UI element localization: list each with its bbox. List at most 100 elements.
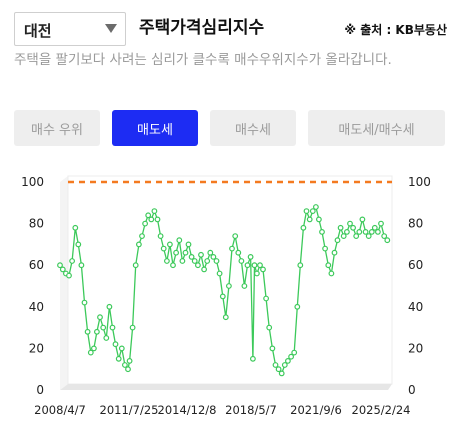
data-point[interactable] <box>204 258 211 264</box>
data-point[interactable] <box>249 355 256 362</box>
data-point[interactable] <box>253 270 260 277</box>
data-point[interactable] <box>151 208 158 214</box>
data-point[interactable] <box>251 262 258 269</box>
data-point[interactable] <box>106 303 113 310</box>
data-point[interactable] <box>154 216 161 223</box>
data-point[interactable] <box>300 224 307 231</box>
data-point[interactable] <box>166 241 173 248</box>
data-point[interactable] <box>216 270 223 277</box>
data-point[interactable] <box>288 353 295 360</box>
data-point[interactable] <box>229 245 235 252</box>
data-point[interactable] <box>69 258 75 264</box>
data-point[interactable] <box>198 251 204 258</box>
tab-buyer-advantage[interactable]: 매수 우위 <box>14 110 100 146</box>
data-point[interactable] <box>337 224 344 231</box>
data-point[interactable] <box>78 262 85 269</box>
data-point[interactable] <box>112 341 119 348</box>
data-point[interactable] <box>173 249 180 256</box>
data-point[interactable] <box>84 328 91 335</box>
data-point[interactable] <box>325 262 332 269</box>
data-point[interactable] <box>210 253 217 260</box>
data-point[interactable] <box>170 262 176 269</box>
data-point[interactable] <box>356 228 363 235</box>
data-point[interactable] <box>109 324 116 331</box>
data-point[interactable] <box>59 266 66 273</box>
data-point[interactable] <box>365 233 372 239</box>
data-point[interactable] <box>328 270 335 277</box>
data-point[interactable] <box>201 266 208 273</box>
data-point[interactable] <box>232 233 239 239</box>
data-point[interactable] <box>157 233 164 239</box>
data-point[interactable] <box>207 249 214 256</box>
data-point[interactable] <box>319 228 325 235</box>
data-point[interactable] <box>257 262 263 269</box>
data-point[interactable] <box>263 295 270 302</box>
data-point[interactable] <box>148 216 155 223</box>
data-point[interactable] <box>185 241 192 248</box>
data-point[interactable] <box>241 283 248 289</box>
data-point[interactable] <box>125 366 131 373</box>
data-point[interactable] <box>87 349 94 356</box>
data-point[interactable] <box>93 328 100 335</box>
data-point[interactable] <box>331 249 338 256</box>
region-select[interactable]: 대전 <box>14 12 126 46</box>
data-point[interactable] <box>57 262 63 269</box>
data-point[interactable] <box>115 355 122 362</box>
tab-buyer-trend[interactable]: 매수세 <box>210 110 296 146</box>
data-point[interactable] <box>359 216 366 223</box>
data-point[interactable] <box>135 241 142 248</box>
data-point[interactable] <box>163 258 170 264</box>
data-point[interactable] <box>368 228 375 235</box>
data-point[interactable] <box>247 253 254 260</box>
data-point[interactable] <box>235 249 242 256</box>
data-point[interactable] <box>272 362 279 368</box>
data-point[interactable] <box>350 224 357 231</box>
data-point[interactable] <box>139 233 145 239</box>
data-point[interactable] <box>188 253 195 260</box>
data-point[interactable] <box>266 324 273 331</box>
data-point[interactable] <box>285 357 291 364</box>
data-point[interactable] <box>362 228 369 235</box>
data-point[interactable] <box>97 314 103 321</box>
data-point[interactable] <box>182 249 189 256</box>
data-point[interactable] <box>375 228 381 235</box>
data-point[interactable] <box>219 293 226 300</box>
data-point[interactable] <box>129 324 136 331</box>
data-point[interactable] <box>384 237 391 244</box>
data-point[interactable] <box>344 228 350 235</box>
data-point[interactable] <box>334 237 341 244</box>
data-point[interactable] <box>121 362 128 368</box>
data-point[interactable] <box>340 233 347 239</box>
data-point[interactable] <box>275 366 282 373</box>
data-point[interactable] <box>142 220 149 227</box>
data-point[interactable] <box>381 233 388 239</box>
data-point[interactable] <box>194 262 201 269</box>
data-point[interactable] <box>353 233 360 239</box>
data-point[interactable] <box>371 224 378 231</box>
data-point[interactable] <box>90 345 97 352</box>
data-point[interactable] <box>238 258 245 264</box>
data-point[interactable] <box>118 345 125 352</box>
data-point[interactable] <box>281 362 288 368</box>
data-point[interactable] <box>145 212 152 219</box>
chevron-down-icon[interactable] <box>105 24 117 33</box>
data-point[interactable] <box>72 224 79 231</box>
data-point[interactable] <box>176 237 183 244</box>
data-point[interactable] <box>75 241 82 248</box>
data-point[interactable] <box>297 262 304 269</box>
data-point[interactable] <box>225 283 232 289</box>
data-point[interactable] <box>191 258 198 264</box>
data-point[interactable] <box>278 370 285 377</box>
data-point[interactable] <box>160 245 167 252</box>
data-point[interactable] <box>103 335 110 341</box>
tab-seller-trend[interactable]: 매도세 <box>112 110 198 146</box>
data-point[interactable] <box>66 272 72 279</box>
data-point[interactable] <box>179 258 186 264</box>
data-point[interactable] <box>316 216 322 223</box>
data-point[interactable] <box>322 245 329 252</box>
data-point[interactable] <box>81 299 88 306</box>
data-point[interactable] <box>303 208 310 214</box>
data-point[interactable] <box>313 204 319 210</box>
data-point[interactable] <box>347 220 353 227</box>
data-point[interactable] <box>213 258 220 264</box>
